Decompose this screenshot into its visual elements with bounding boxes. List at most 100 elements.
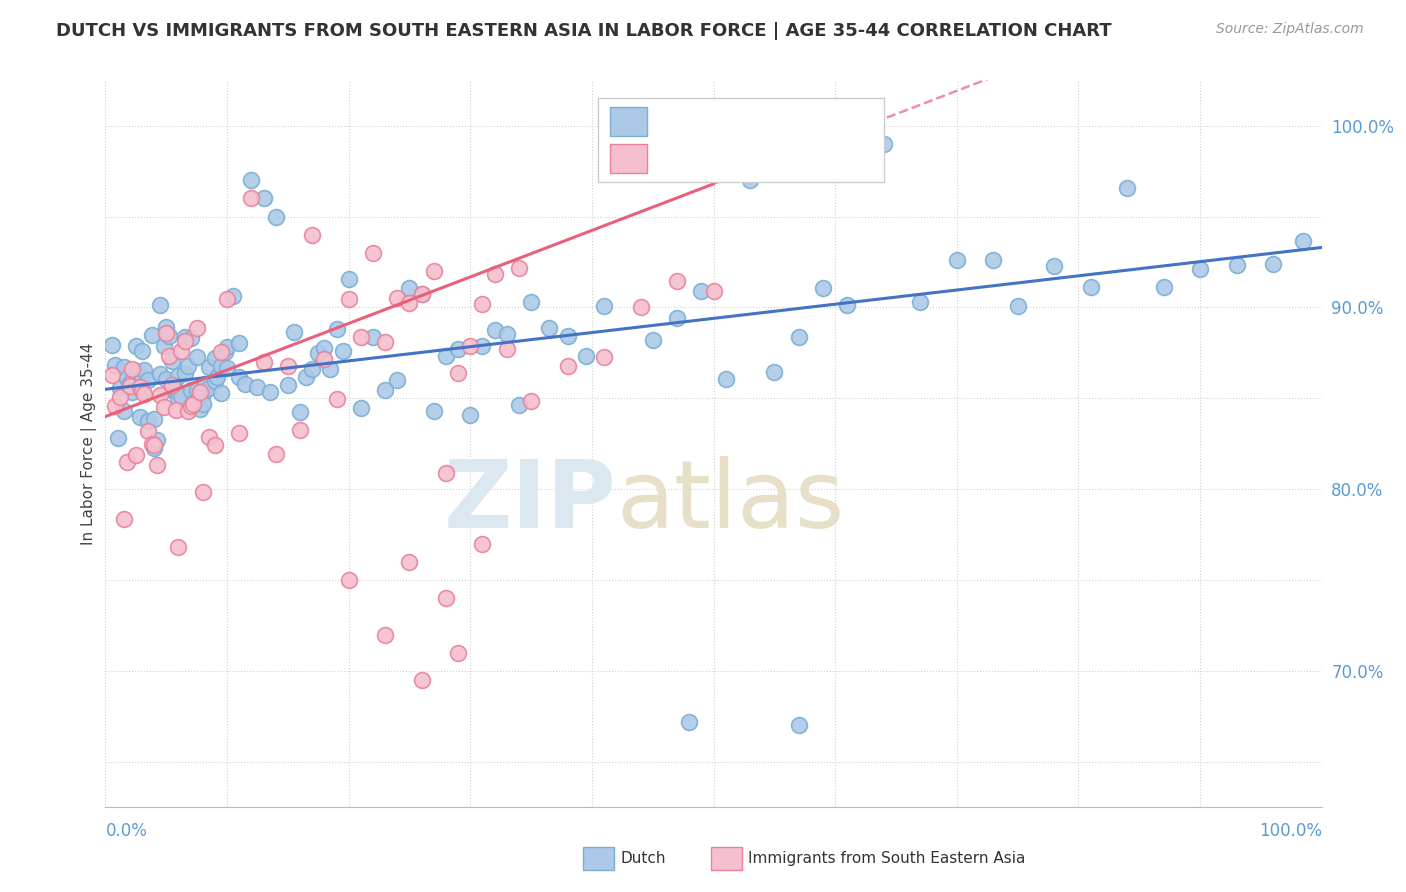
Point bbox=[131, 384, 153, 398]
Bar bbox=[610, 144, 647, 173]
Point bbox=[787, 329, 810, 343]
Point bbox=[108, 391, 131, 405]
Point bbox=[170, 343, 193, 358]
Point bbox=[209, 359, 232, 373]
Point bbox=[191, 484, 214, 499]
Point bbox=[181, 397, 204, 411]
Point bbox=[118, 376, 141, 390]
Point bbox=[264, 447, 287, 461]
Text: R =: R = bbox=[661, 112, 697, 131]
Point bbox=[1116, 181, 1139, 195]
Point bbox=[240, 173, 263, 187]
Point bbox=[141, 436, 163, 450]
Point bbox=[145, 433, 167, 447]
Point bbox=[520, 394, 543, 409]
Point bbox=[143, 441, 166, 455]
Point bbox=[194, 377, 217, 392]
Point bbox=[295, 370, 318, 384]
Point bbox=[177, 359, 200, 374]
Point bbox=[787, 718, 810, 732]
Point bbox=[337, 292, 360, 306]
Point bbox=[538, 321, 561, 335]
Point bbox=[149, 298, 172, 312]
Point bbox=[337, 272, 360, 286]
Point bbox=[204, 351, 226, 365]
Point bbox=[170, 389, 193, 403]
Point bbox=[188, 401, 211, 416]
Text: 71: 71 bbox=[811, 149, 834, 167]
Point bbox=[198, 381, 221, 395]
Text: 0.407: 0.407 bbox=[713, 149, 766, 167]
Point bbox=[314, 352, 336, 367]
Point bbox=[136, 373, 159, 387]
Text: 100.0%: 100.0% bbox=[1258, 822, 1322, 839]
Point bbox=[134, 363, 156, 377]
Point bbox=[361, 246, 384, 260]
Point bbox=[217, 293, 239, 307]
Point bbox=[277, 377, 299, 392]
Point bbox=[186, 350, 208, 364]
Point bbox=[307, 346, 329, 360]
Point bbox=[214, 344, 236, 359]
Text: Immigrants from South Eastern Asia: Immigrants from South Eastern Asia bbox=[748, 851, 1025, 865]
Point bbox=[167, 541, 190, 555]
Point bbox=[423, 264, 446, 278]
Point bbox=[246, 380, 269, 394]
Point bbox=[173, 334, 195, 348]
Point bbox=[666, 275, 689, 289]
Point bbox=[484, 323, 506, 337]
Point bbox=[209, 386, 232, 401]
Point bbox=[125, 364, 148, 378]
Point bbox=[162, 354, 184, 368]
Point bbox=[314, 341, 336, 355]
Point bbox=[1080, 280, 1102, 294]
Point bbox=[411, 287, 433, 301]
Point bbox=[136, 424, 159, 438]
Point bbox=[837, 298, 859, 312]
Point bbox=[157, 329, 180, 343]
Point bbox=[910, 294, 932, 309]
Point bbox=[112, 512, 135, 526]
Point bbox=[165, 383, 187, 397]
Point bbox=[593, 351, 616, 365]
Point bbox=[1189, 261, 1212, 276]
Point bbox=[458, 338, 481, 352]
Point bbox=[411, 286, 433, 301]
Point bbox=[447, 343, 470, 357]
Point bbox=[1007, 299, 1029, 313]
Point bbox=[495, 327, 517, 342]
Point bbox=[121, 384, 143, 399]
Point bbox=[252, 191, 274, 205]
Point bbox=[180, 383, 202, 397]
Point bbox=[162, 378, 184, 392]
Point bbox=[423, 403, 446, 417]
Point bbox=[277, 359, 299, 373]
Point bbox=[149, 388, 172, 402]
Point bbox=[143, 411, 166, 425]
Point bbox=[186, 321, 208, 335]
Point bbox=[191, 386, 214, 401]
Point bbox=[495, 342, 517, 356]
Point bbox=[325, 392, 347, 406]
Point bbox=[153, 400, 176, 414]
Point bbox=[434, 467, 457, 481]
Point bbox=[134, 387, 156, 401]
Point bbox=[557, 359, 579, 373]
Text: N =: N = bbox=[775, 112, 806, 131]
Point bbox=[471, 339, 494, 353]
Point bbox=[128, 409, 150, 424]
Point bbox=[117, 454, 139, 468]
Point bbox=[228, 425, 250, 440]
Point bbox=[690, 284, 713, 298]
Point bbox=[188, 385, 211, 400]
Point bbox=[143, 438, 166, 452]
Point bbox=[104, 358, 127, 372]
Point bbox=[125, 339, 148, 353]
Point bbox=[204, 438, 226, 452]
Point bbox=[350, 401, 373, 415]
Y-axis label: In Labor Force | Age 35-44: In Labor Force | Age 35-44 bbox=[82, 343, 97, 545]
Point bbox=[173, 367, 195, 381]
Point bbox=[153, 338, 176, 352]
Point bbox=[209, 344, 232, 359]
Point bbox=[100, 368, 122, 383]
